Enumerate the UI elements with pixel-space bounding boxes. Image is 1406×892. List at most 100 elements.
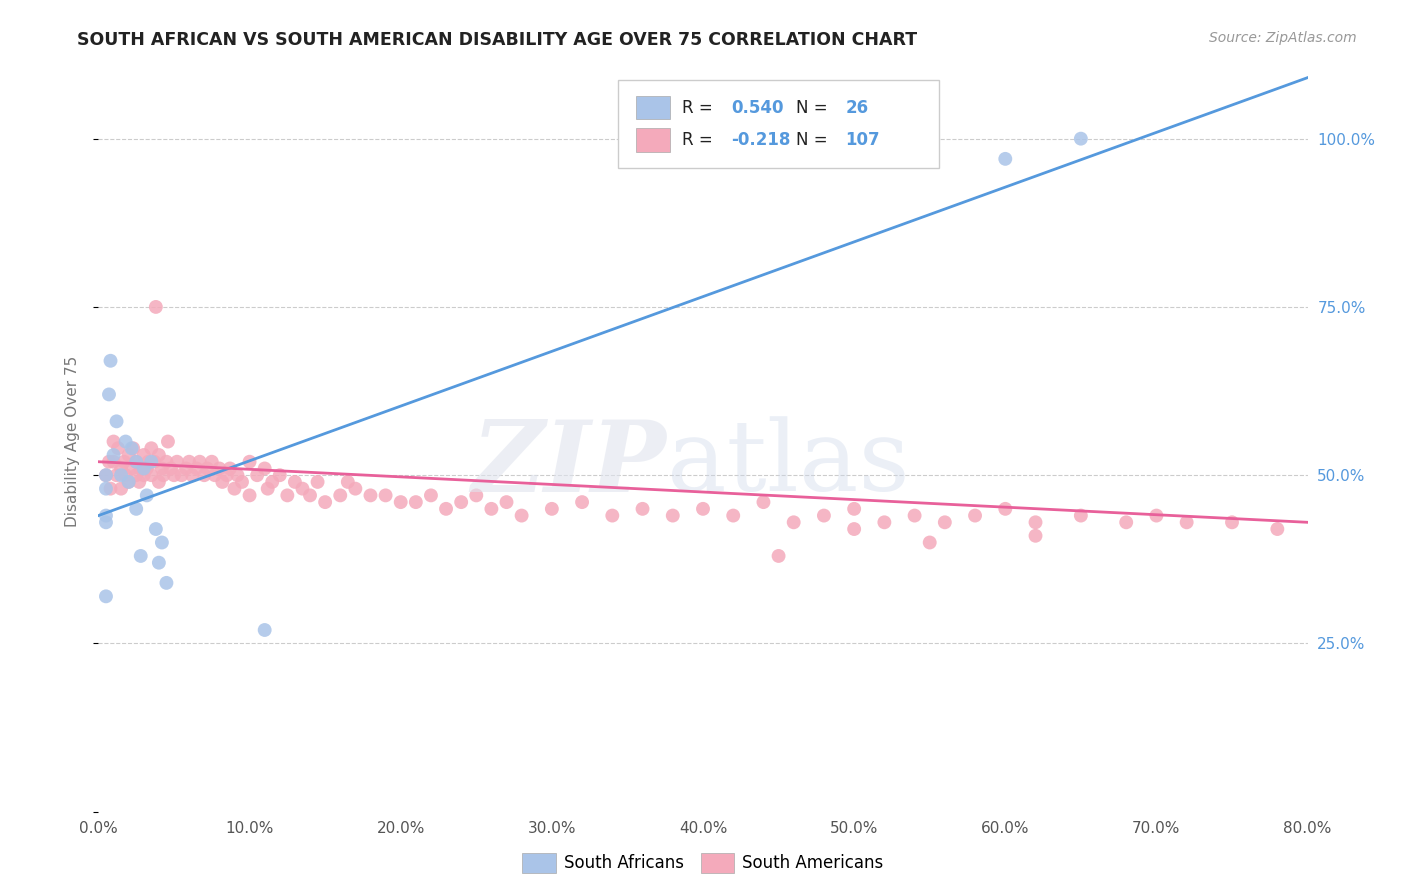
Point (246, 468, 269, 483)
Point (141, 442, 163, 456)
Point (94, 482, 117, 496)
Point (602, 508, 624, 523)
Point (571, 495, 593, 509)
FancyBboxPatch shape (637, 128, 671, 152)
Point (148, 448, 170, 462)
Point (163, 468, 186, 483)
Point (291, 482, 314, 496)
Text: N =: N = (796, 99, 832, 117)
Point (307, 475, 329, 489)
Point (873, 516, 896, 530)
Point (723, 508, 745, 523)
Point (135, 461, 157, 475)
Point (239, 488, 262, 502)
Point (94, 468, 117, 483)
Point (105, 414, 128, 428)
Point (269, 468, 291, 483)
Point (1070, 508, 1092, 523)
Point (450, 495, 472, 509)
Point (125, 501, 148, 516)
Point (231, 475, 253, 489)
Point (100, 482, 122, 496)
Point (783, 516, 806, 530)
Point (155, 575, 177, 590)
Point (631, 501, 654, 516)
Y-axis label: Disability Age Over 75: Disability Age Over 75 (65, 356, 80, 527)
Point (125, 468, 148, 483)
Point (160, 461, 183, 475)
Point (965, 508, 987, 523)
Point (132, 468, 155, 483)
Point (98, 387, 121, 401)
Point (141, 455, 163, 469)
Point (193, 468, 215, 483)
Point (118, 475, 141, 489)
Point (405, 495, 427, 509)
Point (129, 461, 152, 475)
Point (145, 300, 167, 314)
Point (195, 461, 218, 475)
Point (118, 475, 141, 489)
Point (661, 508, 683, 523)
Point (125, 455, 148, 469)
Point (186, 461, 208, 475)
Point (224, 482, 246, 496)
Point (114, 468, 136, 483)
Point (256, 482, 278, 496)
Point (136, 455, 159, 469)
Point (299, 488, 322, 502)
Point (170, 468, 193, 483)
Point (813, 508, 835, 523)
Point (276, 488, 298, 502)
Point (1070, 131, 1092, 145)
Point (103, 455, 125, 469)
Point (141, 468, 163, 483)
Text: N =: N = (796, 131, 832, 149)
Point (201, 455, 224, 469)
Text: R =: R = (682, 99, 718, 117)
Point (844, 522, 866, 536)
Point (135, 488, 157, 502)
Point (121, 442, 143, 456)
Point (188, 455, 211, 469)
Point (174, 461, 197, 475)
Point (110, 461, 132, 475)
Point (1024, 529, 1046, 543)
Text: 107: 107 (845, 131, 880, 149)
Point (145, 522, 167, 536)
Point (374, 488, 396, 502)
Point (226, 468, 249, 483)
Point (166, 455, 188, 469)
Text: 0.540: 0.540 (731, 99, 783, 117)
Text: ZIP: ZIP (472, 416, 666, 512)
Point (934, 516, 956, 530)
Point (204, 468, 226, 483)
Point (284, 475, 307, 489)
Point (219, 461, 242, 475)
Text: Source: ZipAtlas.com: Source: ZipAtlas.com (1209, 31, 1357, 45)
Point (181, 468, 204, 483)
Point (481, 501, 503, 516)
Point (103, 434, 125, 449)
Point (132, 461, 155, 475)
Point (107, 442, 129, 456)
Point (211, 475, 233, 489)
Point (253, 623, 276, 637)
Point (152, 468, 174, 483)
Point (94, 590, 117, 604)
Point (344, 482, 367, 496)
Point (918, 535, 941, 549)
Point (329, 488, 352, 502)
Text: R =: R = (682, 131, 718, 149)
Point (208, 461, 231, 475)
Point (844, 501, 866, 516)
Point (253, 461, 276, 475)
Point (155, 455, 177, 469)
Point (121, 461, 143, 475)
Point (510, 508, 533, 523)
Point (239, 455, 262, 469)
Point (336, 475, 359, 489)
Point (122, 442, 145, 456)
FancyBboxPatch shape (637, 95, 671, 120)
Point (768, 549, 790, 563)
